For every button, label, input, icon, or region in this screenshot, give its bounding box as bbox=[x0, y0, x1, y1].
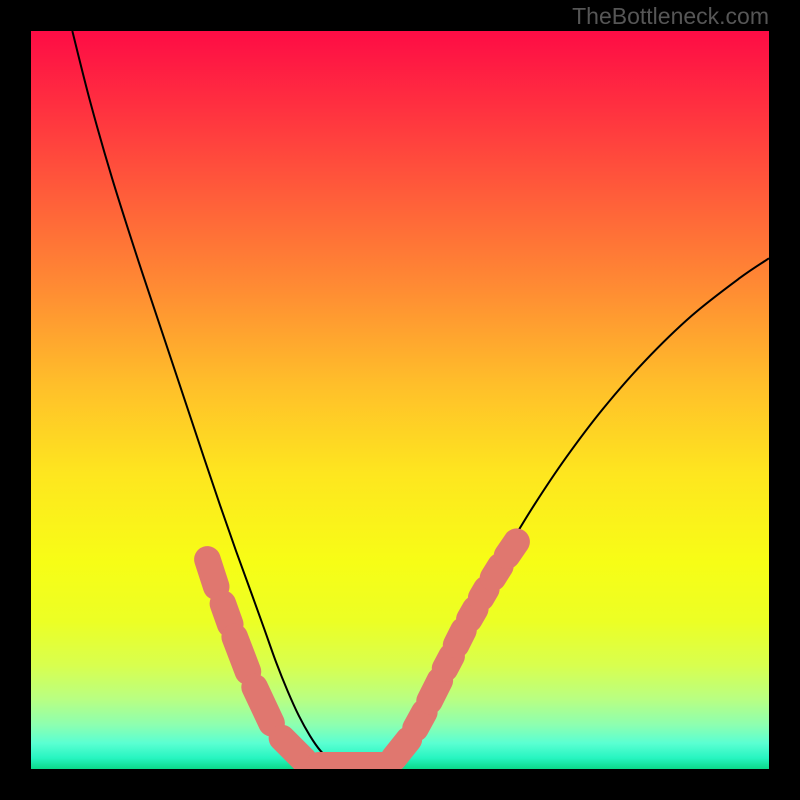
curve-marker bbox=[416, 712, 425, 728]
curve-left-branch bbox=[72, 31, 342, 765]
plot-area bbox=[31, 31, 769, 769]
curve-marker bbox=[207, 559, 216, 586]
curve-marker bbox=[507, 542, 517, 556]
curve-marker bbox=[456, 630, 463, 645]
curve-marker bbox=[282, 738, 304, 760]
curve-marker bbox=[255, 687, 272, 723]
curve-marker bbox=[235, 637, 248, 672]
curve-marker bbox=[445, 656, 452, 669]
chart-frame: TheBottleneck.com bbox=[0, 0, 800, 800]
curve-marker bbox=[469, 609, 475, 619]
marker-group bbox=[207, 542, 516, 766]
watermark-text: TheBottleneck.com bbox=[572, 3, 769, 30]
curve-marker bbox=[481, 589, 486, 598]
curve-marker bbox=[430, 680, 440, 701]
curve-overlay bbox=[31, 31, 769, 769]
curve-marker bbox=[223, 604, 230, 625]
curve-marker bbox=[394, 739, 409, 757]
curve-marker bbox=[493, 566, 500, 578]
